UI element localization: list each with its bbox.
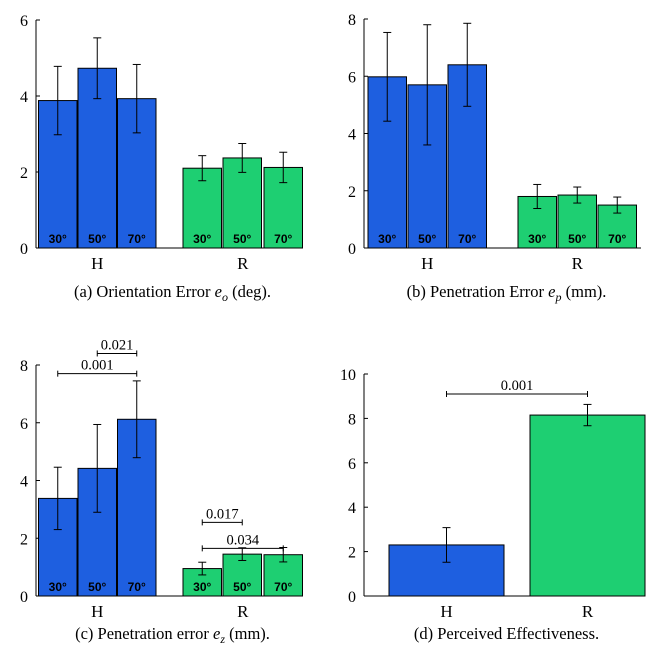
y-tick-label: 6 <box>20 416 28 433</box>
bar-angle-label: 30° <box>193 232 211 246</box>
bar-angle-label: 50° <box>568 232 586 246</box>
y-tick-label: 0 <box>20 241 28 258</box>
caption-prefix: (d) Perceived Effectiveness. <box>414 624 599 643</box>
bar-angle-label: 70° <box>128 232 146 246</box>
y-tick-label: 4 <box>348 127 356 144</box>
y-tick-label: 0 <box>348 241 356 258</box>
caption-variable: e <box>548 282 555 301</box>
y-tick-label: 6 <box>20 13 28 30</box>
caption-subscript: o <box>222 290 228 304</box>
bar-R-1 <box>182 167 222 249</box>
bar-angle-label: 50° <box>418 232 436 246</box>
panel-a-orientation-error: 0 2 4 6 30° 50° 70° H 30° 50° 70° R (a) Orientation … <box>20 13 303 304</box>
caption-subscript: p <box>554 290 561 304</box>
x-category-label: H <box>440 602 452 621</box>
y-tick-label: 6 <box>348 69 356 86</box>
panel-d-perceived-effectiveness: 0 2 4 6 8 10 H R 0.001 (d) Perceived Effectivenes… <box>340 367 646 643</box>
caption-variable: e <box>215 282 222 301</box>
bar-angle-label: 50° <box>233 580 251 594</box>
caption-variable: e <box>213 624 220 643</box>
y-tick-label: 4 <box>348 500 356 517</box>
bar-angle-label: 30° <box>49 580 67 594</box>
bar-angle-label: 30° <box>528 232 546 246</box>
p-value-label: 0.001 <box>501 378 534 394</box>
panel-c-penetration-error-ez: 0 2 4 6 8 30° 50° 70° H 30° 50° 70° R 0.021 0.001 0.017… <box>20 337 303 646</box>
p-value-label: 0.001 <box>81 358 114 374</box>
bar-angle-label: 70° <box>274 232 292 246</box>
caption-prefix: (b) Penetration Error <box>407 282 549 301</box>
y-tick-label: 4 <box>20 89 28 106</box>
bar-angle-label: 70° <box>128 580 146 594</box>
y-tick-label: 8 <box>20 358 28 375</box>
bar-angle-label: 70° <box>274 580 292 594</box>
panel-b-penetration-error-ep: 0 2 4 6 8 30° 50° 70° H 30° 50° 70° R (b) Penetration… <box>348 12 641 304</box>
y-tick-label: 4 <box>20 474 28 491</box>
caption-suffix: (mm). <box>561 282 606 301</box>
y-tick-label: 0 <box>348 589 356 606</box>
y-tick-label: 8 <box>348 411 356 428</box>
bar-R-2 <box>222 553 262 597</box>
panel-caption: (b) Penetration Error ep (mm). <box>407 282 607 304</box>
bar-angle-label: 70° <box>458 232 476 246</box>
caption-prefix: (a) Orientation Error <box>74 282 215 301</box>
y-tick-label: 2 <box>20 531 28 548</box>
bar-angle-label: 50° <box>233 232 251 246</box>
caption-suffix: (mm). <box>225 624 270 643</box>
panel-caption: (a) Orientation Error eo (deg). <box>74 282 271 304</box>
p-value-label: 0.021 <box>101 337 134 353</box>
bar-angle-label: 50° <box>88 580 106 594</box>
x-category-label: R <box>237 254 249 273</box>
y-tick-label: 2 <box>20 165 28 182</box>
bar-R-2 <box>222 157 262 249</box>
x-category-label: H <box>91 602 103 621</box>
x-category-label: R <box>582 602 594 621</box>
y-tick-label: 0 <box>20 589 28 606</box>
p-value-label: 0.017 <box>206 506 239 522</box>
x-category-label: H <box>421 254 433 273</box>
p-value-label: 0.034 <box>226 532 259 548</box>
panel-caption: (c) Penetration error ez (mm). <box>75 624 270 646</box>
bar-R-2 <box>557 194 597 249</box>
bar-R-1 <box>529 414 646 597</box>
caption-suffix: (deg). <box>228 282 271 301</box>
bar-angle-label: 50° <box>88 232 106 246</box>
bar-angle-label: 30° <box>193 580 211 594</box>
y-tick-label: 2 <box>348 545 356 562</box>
y-tick-label: 2 <box>348 184 356 201</box>
y-tick-label: 8 <box>348 12 356 29</box>
bar-angle-label: 30° <box>378 232 396 246</box>
bar-angle-label: 30° <box>49 232 67 246</box>
y-tick-label: 6 <box>348 456 356 473</box>
panel-caption: (d) Perceived Effectiveness. <box>414 624 599 643</box>
x-category-label: R <box>237 602 249 621</box>
y-tick-label: 10 <box>340 367 356 384</box>
caption-prefix: (c) Penetration error <box>75 624 213 643</box>
x-category-label: H <box>91 254 103 273</box>
x-category-label: R <box>572 254 584 273</box>
caption-subscript: z <box>219 632 225 646</box>
bar-angle-label: 70° <box>608 232 626 246</box>
